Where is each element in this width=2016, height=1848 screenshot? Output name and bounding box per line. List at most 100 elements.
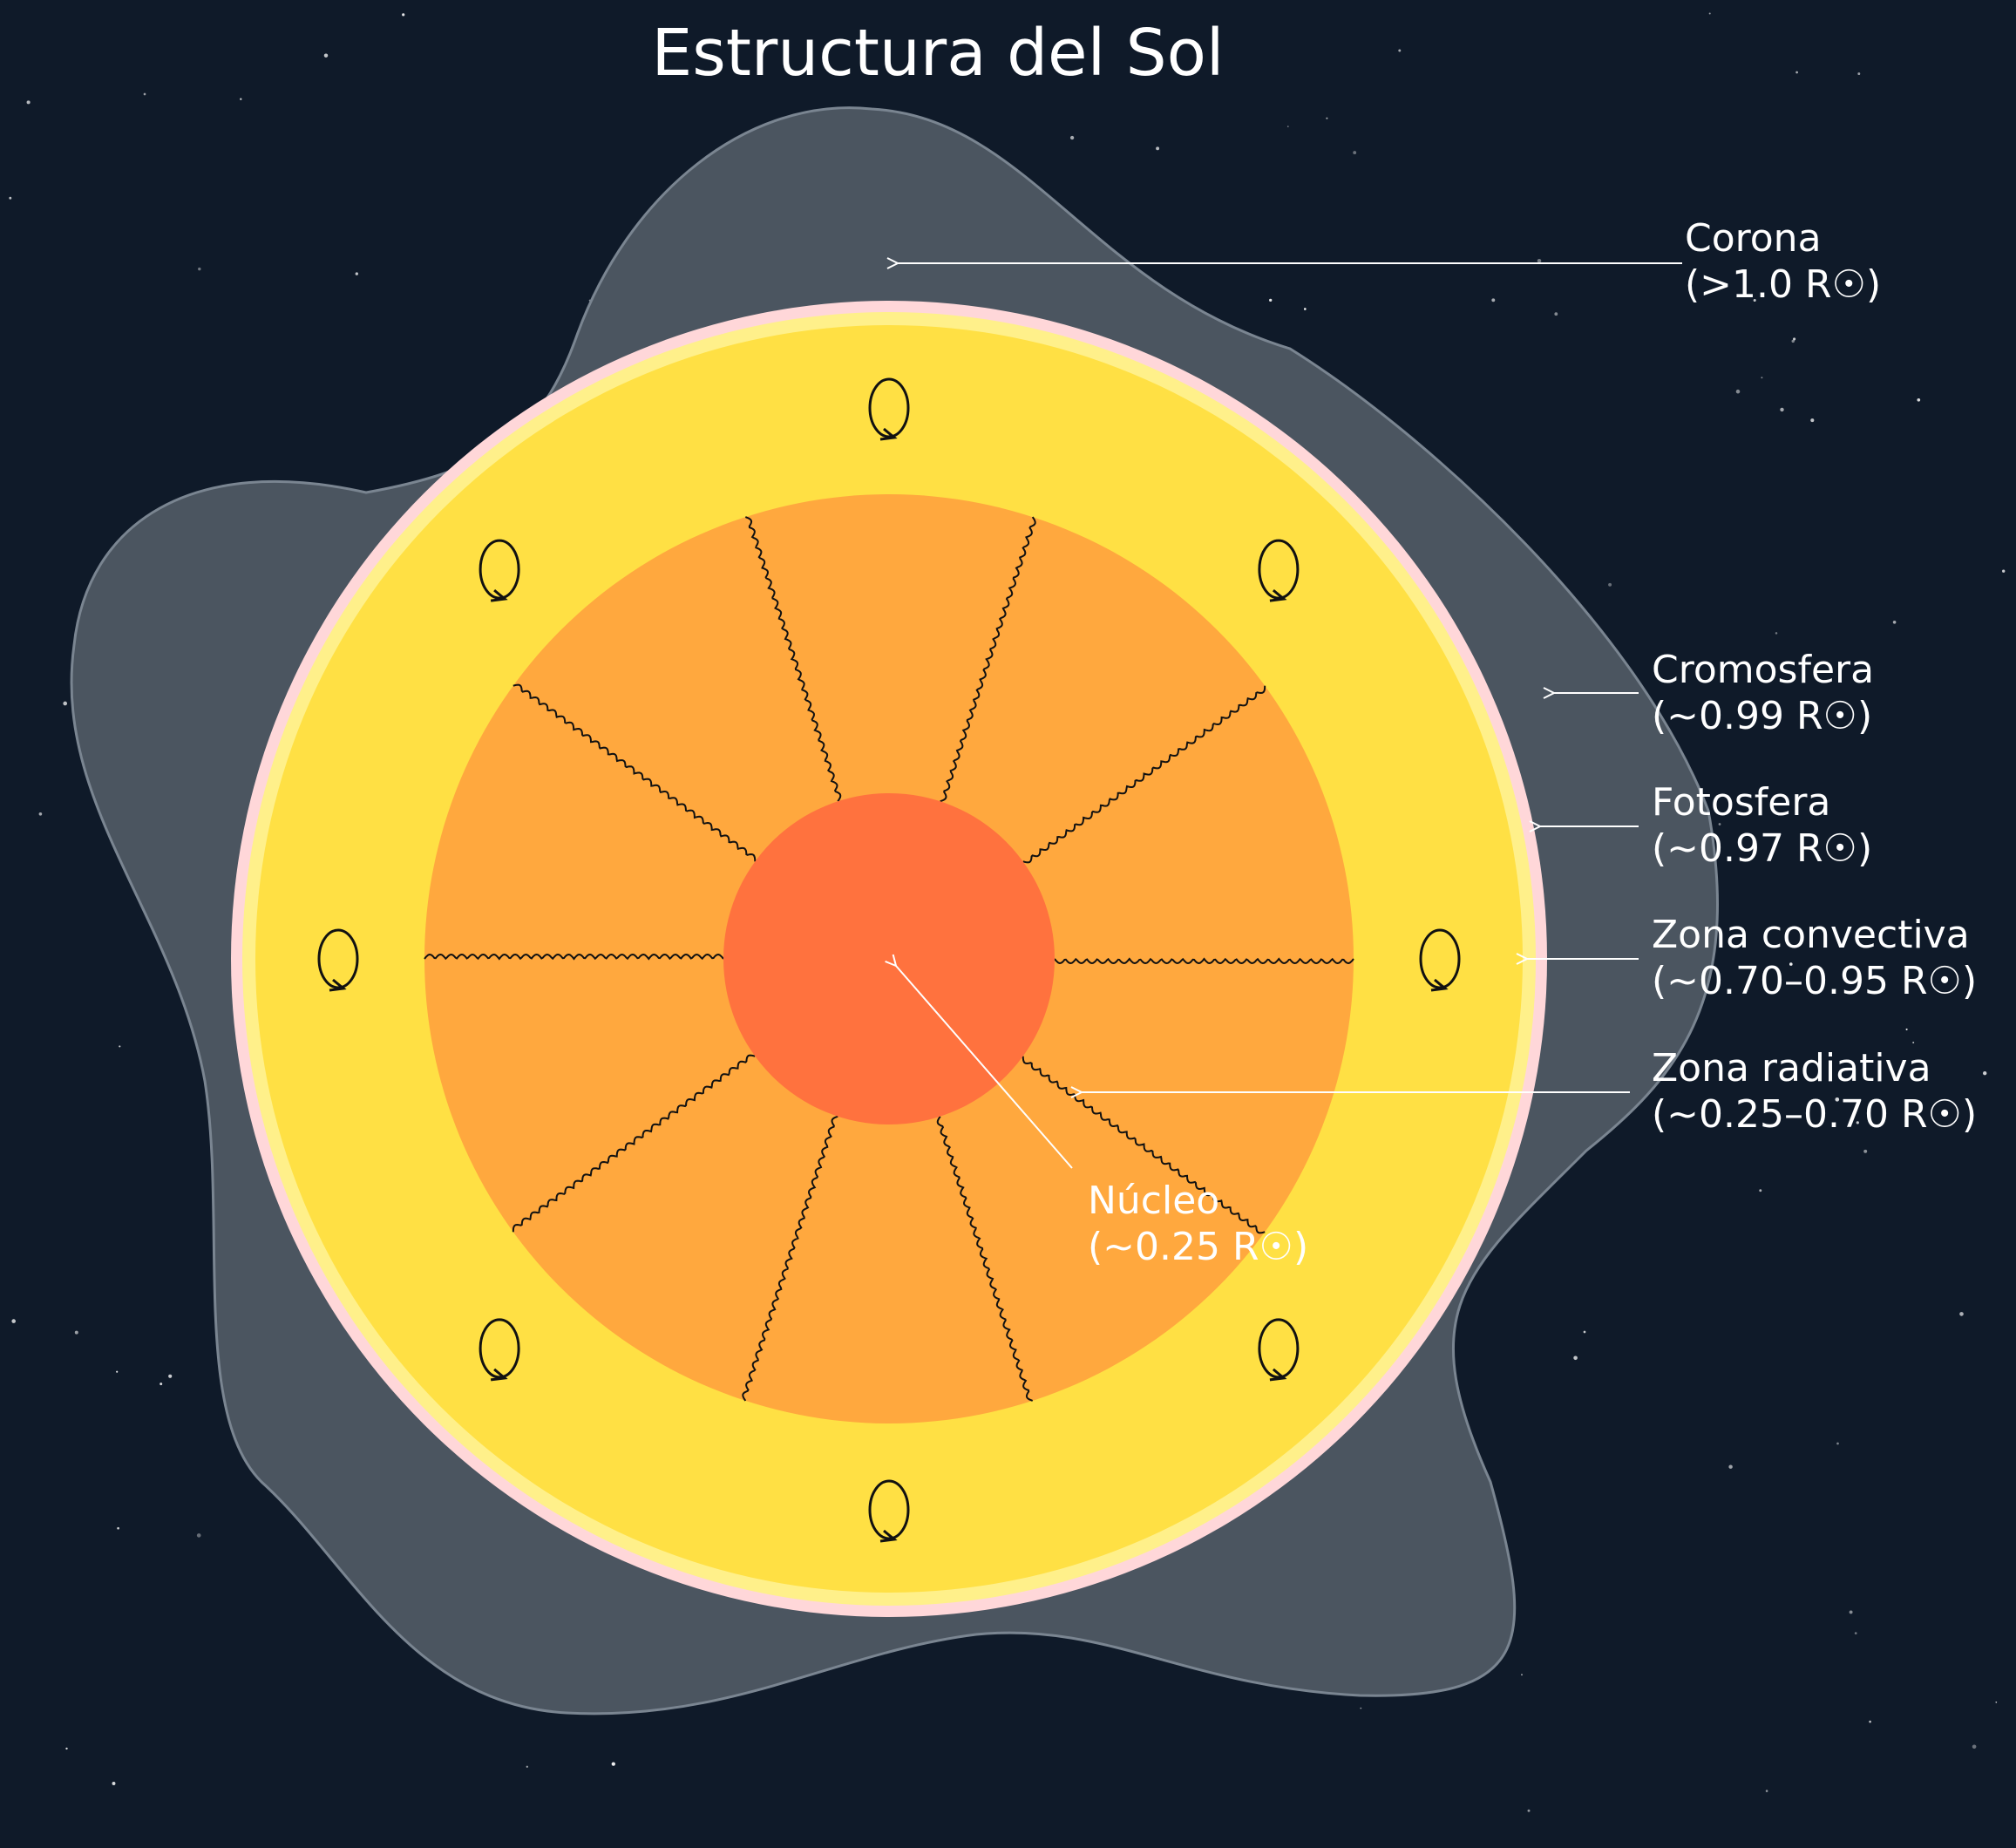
convection-loop-icon xyxy=(317,928,359,992)
core-layer xyxy=(723,793,1055,1124)
core-label: Núcleo xyxy=(1088,1179,1219,1223)
star xyxy=(74,1330,78,1335)
star xyxy=(1912,1042,1915,1043)
star xyxy=(1398,49,1402,52)
star xyxy=(1775,632,1778,635)
radiative-zone-label: Zona radiativa xyxy=(1652,1046,1931,1090)
star xyxy=(1353,151,1357,155)
star xyxy=(1793,337,1796,341)
star xyxy=(1069,135,1075,140)
photon-squiggle-icon xyxy=(424,953,724,961)
convection-loop-icon xyxy=(479,539,520,602)
photon-squiggle-icon xyxy=(1022,685,1266,864)
chromosphere-label: Cromosfera xyxy=(1652,648,1874,692)
star xyxy=(1905,1028,1908,1030)
diagram-title: Estructura del Sol xyxy=(652,16,1225,91)
photosphere-range: (~0.97 R☉) xyxy=(1652,826,1872,871)
star xyxy=(11,1319,16,1323)
core-arrow xyxy=(896,966,1073,1169)
star xyxy=(1537,258,1542,263)
convection-loop-icon xyxy=(868,1479,910,1543)
star xyxy=(160,1383,163,1386)
photon-squiggle-icon xyxy=(1022,1056,1266,1234)
star xyxy=(1326,117,1328,119)
star xyxy=(119,1045,121,1048)
corona-range: (>1.0 R☉) xyxy=(1685,262,1881,307)
star xyxy=(143,92,146,96)
star xyxy=(1791,339,1795,343)
star xyxy=(1972,1744,1977,1749)
core-range: (~0.25 R☉) xyxy=(1088,1225,1308,1269)
photon-squiggle-icon xyxy=(742,1115,838,1402)
star xyxy=(1780,407,1784,412)
star xyxy=(198,267,201,271)
star xyxy=(1286,126,1289,127)
convection-loop-icon xyxy=(1258,539,1300,602)
convection-loop-icon xyxy=(1258,1318,1300,1382)
radiation-paths xyxy=(424,516,1354,1402)
star xyxy=(1735,389,1741,394)
star xyxy=(1995,1701,1998,1703)
star xyxy=(1527,1809,1531,1812)
star xyxy=(1863,1149,1868,1153)
photon-squiggle-icon xyxy=(940,516,1036,803)
convection-loop-icon xyxy=(868,377,910,441)
star xyxy=(1608,582,1612,587)
star xyxy=(1795,71,1798,74)
convective-zone-range: (~0.70–0.95 R☉) xyxy=(1652,959,1977,1003)
convection-loop-icon xyxy=(479,1318,520,1382)
star xyxy=(38,812,43,816)
star xyxy=(1857,72,1861,76)
photon-squiggle-icon xyxy=(512,683,757,862)
star xyxy=(1708,12,1711,15)
star xyxy=(26,100,31,105)
star xyxy=(1753,298,1756,302)
star xyxy=(168,1374,173,1378)
star xyxy=(196,1533,201,1538)
star xyxy=(117,1526,119,1530)
star xyxy=(402,13,405,17)
star xyxy=(2002,569,2006,573)
star xyxy=(1892,621,1897,624)
star xyxy=(1761,377,1763,379)
star xyxy=(1789,962,1793,966)
star xyxy=(1856,1121,1859,1124)
star xyxy=(1959,1312,1964,1316)
star xyxy=(1849,1610,1853,1614)
star xyxy=(1983,1071,1987,1076)
star xyxy=(1303,308,1307,310)
star xyxy=(1854,1632,1857,1634)
star xyxy=(9,196,12,200)
photon-squiggle-icon xyxy=(512,1054,756,1233)
star xyxy=(1810,418,1815,423)
star xyxy=(1491,298,1496,302)
convection-loop-icon xyxy=(1419,928,1461,992)
star xyxy=(1554,312,1558,316)
star xyxy=(1728,1464,1733,1469)
photon-squiggle-icon xyxy=(936,1116,1034,1402)
star xyxy=(1835,1097,1840,1102)
convective-zone-label: Zona convectiva xyxy=(1652,913,1970,957)
photosphere-label: Fotosfera xyxy=(1652,780,1830,825)
star xyxy=(1718,823,1721,825)
star xyxy=(63,701,68,706)
convection-cells xyxy=(317,377,1461,1543)
radiative-zone-range: (~0.25–0.70 R☉) xyxy=(1652,1092,1977,1137)
photon-squiggle-icon xyxy=(744,516,842,802)
star xyxy=(683,70,687,72)
star xyxy=(355,272,358,275)
star xyxy=(1765,1790,1768,1792)
star xyxy=(112,1782,116,1785)
corona-label: Corona xyxy=(1685,216,1822,261)
star xyxy=(116,1370,119,1373)
star xyxy=(1521,1674,1523,1676)
star xyxy=(1917,397,1921,402)
star xyxy=(526,1765,528,1768)
star xyxy=(611,1762,615,1766)
star xyxy=(240,98,242,100)
star xyxy=(1759,1189,1762,1192)
star xyxy=(1360,1707,1362,1709)
star xyxy=(1269,298,1273,302)
star xyxy=(1869,1720,1871,1723)
star xyxy=(1583,1330,1586,1334)
